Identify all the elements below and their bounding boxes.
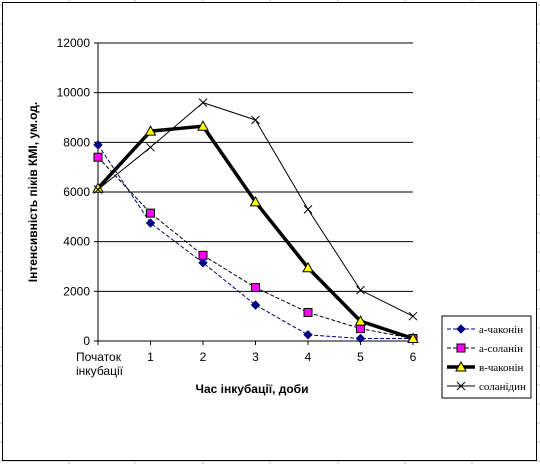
legend-marker: [456, 324, 466, 334]
x-tick-label: 5: [357, 350, 364, 364]
y-tick-label: 12000: [57, 36, 91, 50]
x-tick-label: 6: [410, 350, 417, 364]
data-point: [93, 185, 103, 194]
data-point: [197, 120, 209, 131]
data-point: [407, 332, 419, 344]
data-point: [198, 250, 208, 260]
legend-item-b-chaconine: в-чаконін: [447, 360, 524, 374]
x-tick-label: 1: [147, 350, 154, 364]
legend[interactable]: а-чаконін а-соланін в-чаконін соланідин: [441, 315, 532, 399]
legend-label: а-чаконін: [479, 324, 523, 336]
series-line: [97, 156, 414, 340]
y-axis-ticks: 0 2000 4000 6000 8000 10000 12000: [57, 36, 98, 348]
y-tick-label: 8000: [63, 135, 90, 149]
data-point: [408, 311, 418, 321]
data-point: [303, 330, 313, 340]
legend-marker: [455, 360, 467, 372]
series-solanidine: [93, 98, 418, 321]
legend-marker: [456, 343, 466, 353]
legend-item-a-solanine: а-соланін: [447, 343, 523, 355]
y-tick-label: 10000: [57, 86, 91, 100]
y-tick-label: 0: [83, 334, 90, 348]
data-point: [249, 195, 262, 207]
y-tick-label: 2000: [63, 284, 90, 298]
data-point: [356, 324, 365, 334]
data-point: [198, 258, 208, 268]
data-point: [198, 98, 208, 107]
series-b-chaconine: [92, 120, 419, 344]
data-point: [356, 285, 365, 295]
legend-marker: [456, 381, 466, 391]
data-point: [251, 115, 260, 125]
legend-label: в-чаконін: [479, 362, 524, 374]
legend-label: соланідин: [479, 381, 526, 393]
legend-label: а-соланін: [479, 343, 523, 355]
x-tick-label: 4: [305, 350, 312, 364]
data-point: [93, 152, 103, 162]
data-point: [250, 300, 261, 310]
series-layer: [92, 98, 419, 344]
data-point: [354, 315, 367, 326]
data-point: [251, 283, 260, 293]
y-tick-label: 6000: [63, 185, 90, 199]
x-axis-title: Час інкубації, доби: [196, 382, 309, 396]
data-point: [355, 333, 366, 344]
legend-item-solanidine: соланідин: [447, 381, 526, 393]
data-point: [144, 125, 157, 136]
y-axis-title: Інтенсивність піків КМІ, ум.од.: [26, 102, 40, 282]
data-point: [145, 218, 156, 228]
data-point: [303, 307, 313, 317]
series-a-solanine: [93, 152, 418, 344]
x-tick-label: Початок інкубації: [76, 350, 124, 378]
line-chart: 0 2000 4000 6000 8000 10000 12000 Початок інкуб…: [26, 36, 532, 399]
x-tick-label: 2: [200, 350, 207, 364]
plot-gridlines: [98, 42, 413, 342]
x-tick-label: 3: [252, 350, 259, 364]
data-point: [93, 140, 103, 150]
x-axis-ticks: Початок інкубації 1 2 3 4 5 6: [76, 341, 417, 378]
data-point: [146, 208, 155, 218]
data-point: [146, 142, 155, 152]
legend-item-a-chaconine: а-чаконін: [447, 324, 523, 336]
y-tick-label: 4000: [63, 235, 90, 249]
legend-box: [441, 315, 532, 399]
data-point: [303, 205, 313, 214]
data-point: [302, 261, 314, 273]
